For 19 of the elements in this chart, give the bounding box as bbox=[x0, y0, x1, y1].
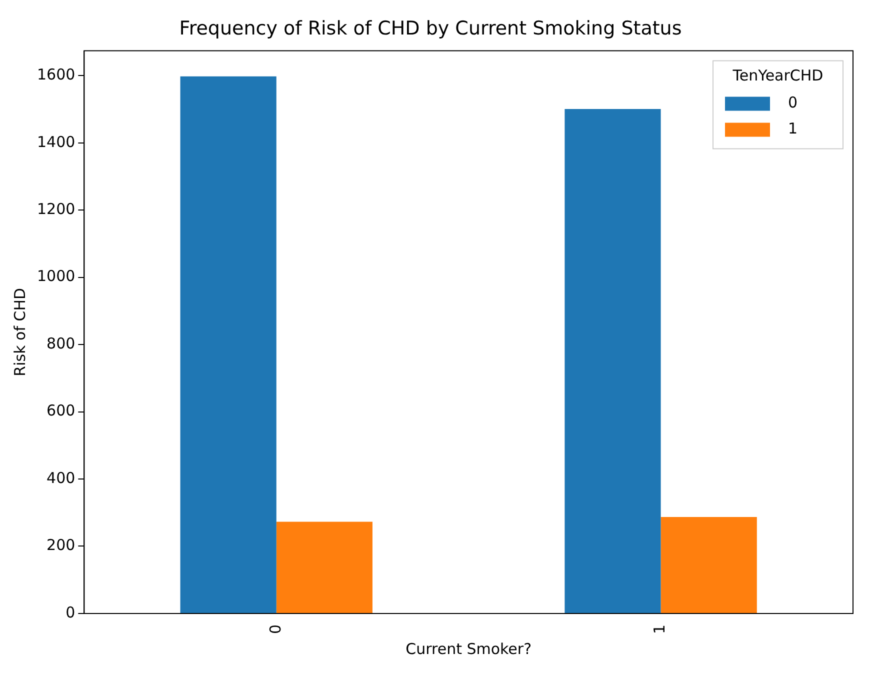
y-tick-label: 0 bbox=[66, 603, 76, 622]
bar bbox=[660, 516, 757, 613]
legend-label: 0 bbox=[788, 94, 798, 112]
y-tick-label: 1400 bbox=[36, 132, 76, 151]
legend-title: TenYearCHD bbox=[732, 66, 824, 85]
bar bbox=[180, 76, 276, 613]
chart-title: Frequency of Risk of CHD by Current Smoking Status bbox=[179, 17, 682, 40]
legend-label: 1 bbox=[788, 120, 798, 138]
y-tick-label: 1600 bbox=[36, 66, 76, 84]
y-tick-label: 400 bbox=[46, 468, 76, 487]
y-tick-label: 600 bbox=[46, 402, 76, 420]
bar bbox=[276, 522, 372, 613]
x-axis-title: Current Smoker? bbox=[406, 640, 532, 658]
y-axis-title: Risk of CHD bbox=[10, 288, 29, 376]
y-tick-label: 200 bbox=[46, 536, 76, 554]
y-tick-label: 800 bbox=[46, 334, 76, 352]
y-tick-label: 1000 bbox=[36, 267, 76, 286]
bar bbox=[564, 108, 661, 613]
y-tick-label: 1200 bbox=[36, 200, 76, 218]
